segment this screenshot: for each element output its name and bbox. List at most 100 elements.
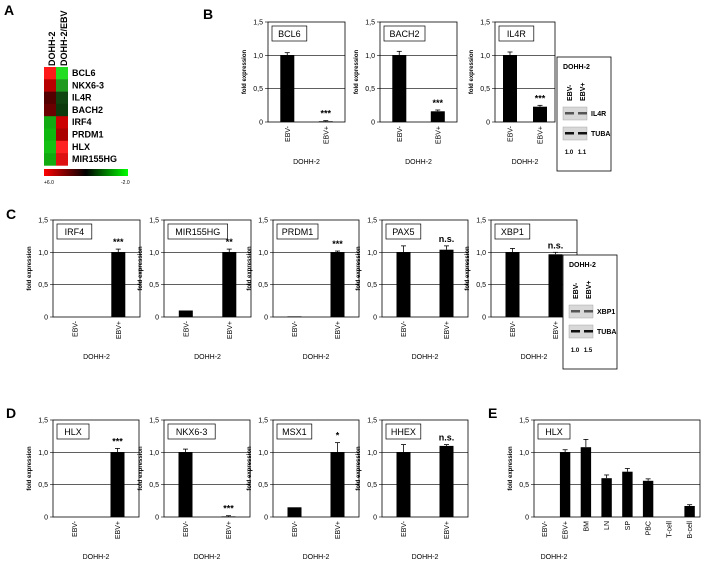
category-label: EBV+ [553,321,560,339]
y-tick-label: 0 [482,315,486,322]
y-tick-label: 1,0 [38,450,48,457]
y-axis-label: fold expression [27,446,33,491]
chart-title-text: HLX [545,427,563,437]
y-tick-label: 0 [155,315,159,322]
blot-band [571,330,580,333]
plot-frame [52,219,141,318]
bar-charts: 0 0,5 1,0 1,5 fold expression EBV- EBV+ *** BCL6… [27,20,701,561]
significance-label: *** [320,109,331,119]
y-tick-label: 0 [373,515,377,522]
chart-title: IL4R [498,25,535,42]
heatmap-column-dohh2-ebv: DOHH-2/EBV [59,10,69,66]
plot-frame [381,419,469,518]
significance-label: *** [112,436,123,446]
bar [580,447,592,517]
y-tick-label: 0 [155,515,159,522]
bar-chart-msx1: 0 0,5 1,0 1,5 fold expression EBV- EBV+ * MSX1 DO… [247,418,360,561]
bar [221,516,236,517]
category-label: EBV+ [226,521,233,539]
y-axis-label: fold expression [138,246,144,291]
significance-label: n.s. [439,433,455,443]
bar-chart-hlx: 0 0,5 1,0 1,5 fold expression EBV- EBV+ *** HLX D… [27,418,140,561]
heatmap-column-dohh2: DOHH-2 [47,31,57,66]
x-axis-label: DOHH-2 [412,354,439,361]
bar [642,480,654,517]
category-label: EBV+ [435,126,442,144]
y-tick-label: 0,5 [258,282,268,289]
y-tick-label: 0,5 [476,282,486,289]
blot-band [565,112,574,115]
chart-title-text: PRDM1 [282,227,314,237]
chart-title-box [167,423,216,440]
category-label: EBV+ [227,321,234,339]
y-tick-label: 1,0 [149,250,159,257]
blot-band [584,310,593,313]
x-axis-label: DOHH-2 [194,554,221,561]
blot-quant-value: 1.0 [571,348,580,354]
chart-title-box [494,223,531,240]
y-axis-label: fold expression [469,49,475,94]
panel-label-a: A [4,2,14,18]
category-label: PBC [646,521,653,535]
chart-title-text: IRF4 [65,227,85,237]
chart-title: HHEX [385,423,422,440]
heatmap-scale-bar [44,169,128,176]
y-tick-label: 0,5 [38,282,48,289]
category-label: EBV- [292,320,299,337]
bar-chart-hhex: 0 0,5 1,0 1,5 fold expression EBV- EBV+ n.s. HHE… [356,418,469,561]
plot-frame [267,21,346,123]
heatmap-gene-labels: BCL6 NKX6-3 IL4R BACH2 IRF4 PRDM1 HLX MIR155HG [72,68,117,164]
heatmap-cell [56,116,68,129]
y-tick-label: 0 [44,315,48,322]
y-tick-label: 1,0 [367,450,377,457]
significance-label: *** [432,98,443,108]
category-label: EBV- [510,320,517,337]
chart-title: NKX6-3 [167,423,216,440]
y-tick-label: 1,0 [253,53,263,60]
chart-title-box [537,423,571,440]
bar [396,252,411,317]
bar [505,252,520,317]
chart-title: PAX5 [385,223,422,240]
plot-frame [494,21,556,123]
category-label: B-cell [687,521,694,539]
heatmap: DOHH-2 DOHH-2/EBV BCL6 NKX6-3 IL4R BACH2 IRF… [44,10,130,186]
plot-frame [52,419,140,518]
chart-title-text: BACH2 [389,29,419,39]
y-tick-label: 1,0 [367,250,377,257]
plot-frame [272,419,360,518]
y-axis-label: fold expression [247,246,253,291]
bar [548,254,563,317]
category-label: EBV- [508,125,515,142]
blot-cell-line: DOHH-2 [563,64,590,71]
x-axis-label: DOHH-2 [303,354,330,361]
chart-title-box [385,423,422,440]
chart-title-text: HHEX [391,427,416,437]
y-tick-label: 1,0 [519,450,529,457]
bar-chart-nkx6-3: 0 0,5 1,0 1,5 fold expression EBV- EBV+ *** NKX6… [138,418,251,561]
significance-label: n.s. [548,240,564,250]
bar [287,507,302,517]
bar-chart-irf4: 0 0,5 1,0 1,5 fold expression EBV- EBV+ *** IRF4… [27,218,141,361]
bar-chart-hlx: 0 0,5 1,0 1,5 fold expression EBV- EBV+ BM LN SP P… [508,418,701,561]
heatmap-cell [44,128,56,142]
bar [330,452,345,517]
category-label: EBV+ [335,521,342,539]
bar [392,55,407,122]
category-label: EBV- [292,520,299,537]
blot-lane-label: EBV+ [580,83,587,101]
blot-band [578,132,587,135]
x-axis-label: DOHH-2 [521,354,548,361]
heatmap-scale-max: -2.0 [121,180,130,186]
blot-band-label: TUBA [591,131,610,138]
panel-label-c: C [6,206,16,222]
y-tick-label: 1,5 [149,218,159,225]
y-tick-label: 1,5 [480,20,490,27]
heatmap-cell [44,67,56,80]
plot-frame [533,419,701,518]
y-tick-label: 1,5 [476,218,486,225]
bar [222,252,237,317]
category-label: EBV- [183,320,190,337]
chart-title-text: XBP1 [501,227,524,237]
